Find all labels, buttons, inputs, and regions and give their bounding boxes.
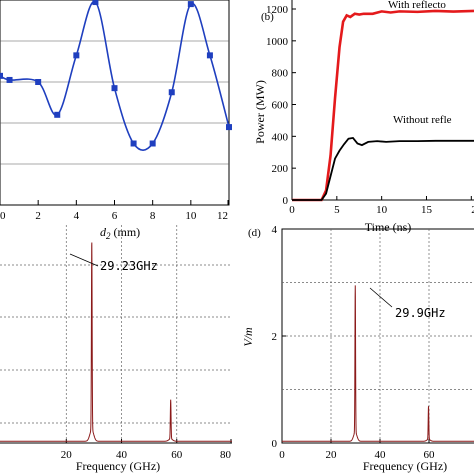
panel-a-plot-frame [0, 0, 230, 206]
panel-c-x-ticks: 20 40 60 80 [61, 439, 232, 461]
panel-b-x-tick-label-3: 15 [421, 204, 433, 216]
panel-b-series-with-reflector [292, 9, 474, 202]
panel-d-x-tick-label-3: 60 [424, 449, 436, 461]
panel-a-data-point-7 [130, 140, 137, 147]
panel-b-series-without-reflector [292, 136, 474, 201]
panel-d-annotation-leader [369, 287, 393, 308]
panel-c-chart: 20 40 60 80 29.23GHz Frequency (GHz) [0, 225, 232, 473]
panel-d-peak-annotation: 29.9GHz [395, 306, 446, 320]
panel-a-x-tick-label-4: 8 [150, 210, 156, 222]
panel-c-x-tick-label-3: 80 [220, 449, 232, 461]
panel-b-y-axis-label: Power (MW) [253, 80, 267, 144]
panel-d-x-tick-label-1: 20 [326, 449, 338, 461]
panel-a-data-point-0 [0, 72, 3, 79]
panel-a-data-point-11 [206, 52, 213, 59]
panel-b-x-ticks: 0 5 10 15 20 [289, 196, 474, 216]
panel-a-x-ticks: 0 2 4 6 8 10 12 [0, 200, 229, 222]
panel-c-gridlines [0, 225, 232, 443]
panel-b-y-tick-label-3: 600 [272, 100, 289, 112]
panel-b-y-tick-label-6: 1200 [266, 4, 289, 16]
panel-a-data-point-12 [226, 124, 232, 131]
panel-d-spectrum-line [282, 285, 474, 442]
panel-b-y-tick-label-4: 800 [272, 68, 289, 80]
panel-a-chart: 0 2 4 6 8 10 12 d2 (mm) [0, 0, 232, 241]
panel-a-x-tick-label-0: 0 [0, 210, 6, 222]
panel-b-x-tick-label-4: 20 [471, 204, 474, 216]
panel-c-x-tick-label-0: 20 [61, 449, 73, 461]
panel-d-y-tick-label-2: 4 [272, 224, 278, 236]
panel-c-annotation-leader [69, 253, 99, 267]
panel-c-peak-annotation: 29.23GHz [100, 259, 158, 273]
panel-d-x-ticks: 0 20 40 60 [279, 439, 435, 461]
panel-a-series-line [0, 1, 230, 151]
panel-d-y-axis-label: V/m [241, 327, 255, 347]
panel-a-x-tick-label-6: 12 [217, 210, 228, 222]
panel-c-x-axis-label: Frequency (GHz) [76, 459, 160, 473]
panel-a-data-point-5 [92, 0, 99, 6]
panel-b-y-tick-label-1: 200 [272, 163, 289, 175]
panel-b-legend-without-reflector: Without refle [393, 114, 452, 126]
panel-a-data-point-4 [73, 52, 80, 59]
panel-d-gridlines [282, 229, 474, 443]
panel-b-y-tick-label-2: 400 [272, 131, 289, 143]
panel-a-data-point-10 [187, 1, 194, 8]
panel-b-label: (b) [261, 11, 274, 23]
panel-a-x-axis-label: d2 (mm) [100, 225, 140, 241]
panel-c-x-tick-label-2: 60 [171, 449, 183, 461]
panel-a-data-point-8 [149, 140, 156, 147]
panel-a-x-tick-label-3: 6 [112, 210, 118, 222]
panel-d-label: (d) [248, 227, 261, 239]
panel-a-data-point-1 [6, 76, 13, 83]
panel-d-x-tick-label-0: 0 [279, 449, 285, 461]
panel-d-y-ticks: 0 2 4 [272, 224, 286, 450]
panel-b-x-tick-label-2: 10 [376, 204, 388, 216]
panel-a-data-point-2 [35, 79, 42, 85]
panel-b-x-tick-label-1: 5 [334, 204, 340, 216]
panel-a-series-markers [0, 0, 232, 147]
panel-a-data-point-3 [54, 111, 61, 118]
panel-a-data-point-6 [111, 85, 118, 92]
panel-c-spectrum-line [0, 242, 232, 442]
panel-a-x-tick-label-5: 10 [185, 210, 197, 222]
panel-d-chart: (d) 024 0 20 40 60 29.9GHz Frequency (GHz) … [241, 224, 474, 473]
panel-a-x-tick-label-1: 2 [35, 210, 41, 222]
panel-b-legend-with-reflector: With reflecto [388, 0, 446, 11]
panel-a-x-tick-label-2: 4 [74, 210, 80, 222]
panel-a-data-point-9 [168, 89, 175, 96]
panel-d-x-tick-label-2: 40 [375, 449, 387, 461]
panel-b-y-tick-label-5: 1000 [266, 36, 289, 48]
panel-a-gridlines [0, 40, 229, 165]
panel-c-x-tick-label-1: 40 [116, 449, 128, 461]
panel-b-y-tick-label-0: 0 [283, 195, 289, 207]
panel-b-x-tick-label-0: 0 [289, 204, 295, 216]
panel-d-x-axis-label: Frequency (GHz) [363, 459, 447, 473]
panel-b-chart: (b) 0 200 400 600 800 1000 1200 0 5 10 15 20 With … [253, 0, 474, 234]
panel-d-y-tick-label-0: 0 [272, 438, 278, 450]
panel-b-y-ticks: 0 200 400 600 800 1000 1200 [266, 4, 296, 207]
panel-d-y-tick-label-1: 2 [272, 331, 278, 343]
panel-b-x-axis-label: Time (ns) [365, 220, 412, 234]
